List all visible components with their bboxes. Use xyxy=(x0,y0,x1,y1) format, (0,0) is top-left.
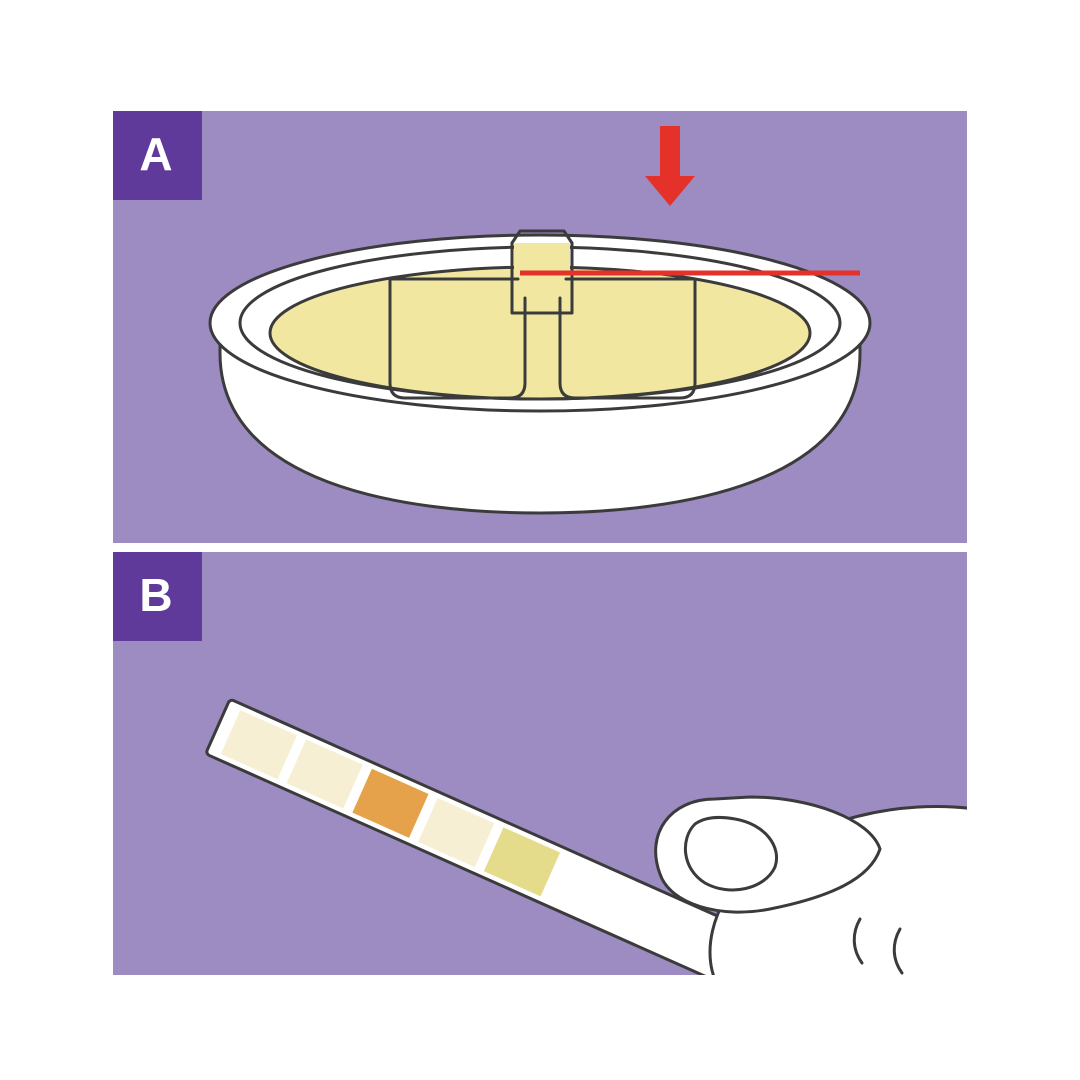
panel-a-label-text: A xyxy=(139,127,172,181)
panel-b-label-text: B xyxy=(139,568,172,622)
panel-a: A xyxy=(110,108,970,543)
panel-a-illustration xyxy=(110,108,970,543)
panel-b: B xyxy=(110,549,970,978)
panel-a-label: A xyxy=(110,108,202,200)
panel-b-label: B xyxy=(110,549,202,641)
panel-b-illustration xyxy=(110,549,970,978)
figure-canvas: A xyxy=(0,0,1080,1080)
